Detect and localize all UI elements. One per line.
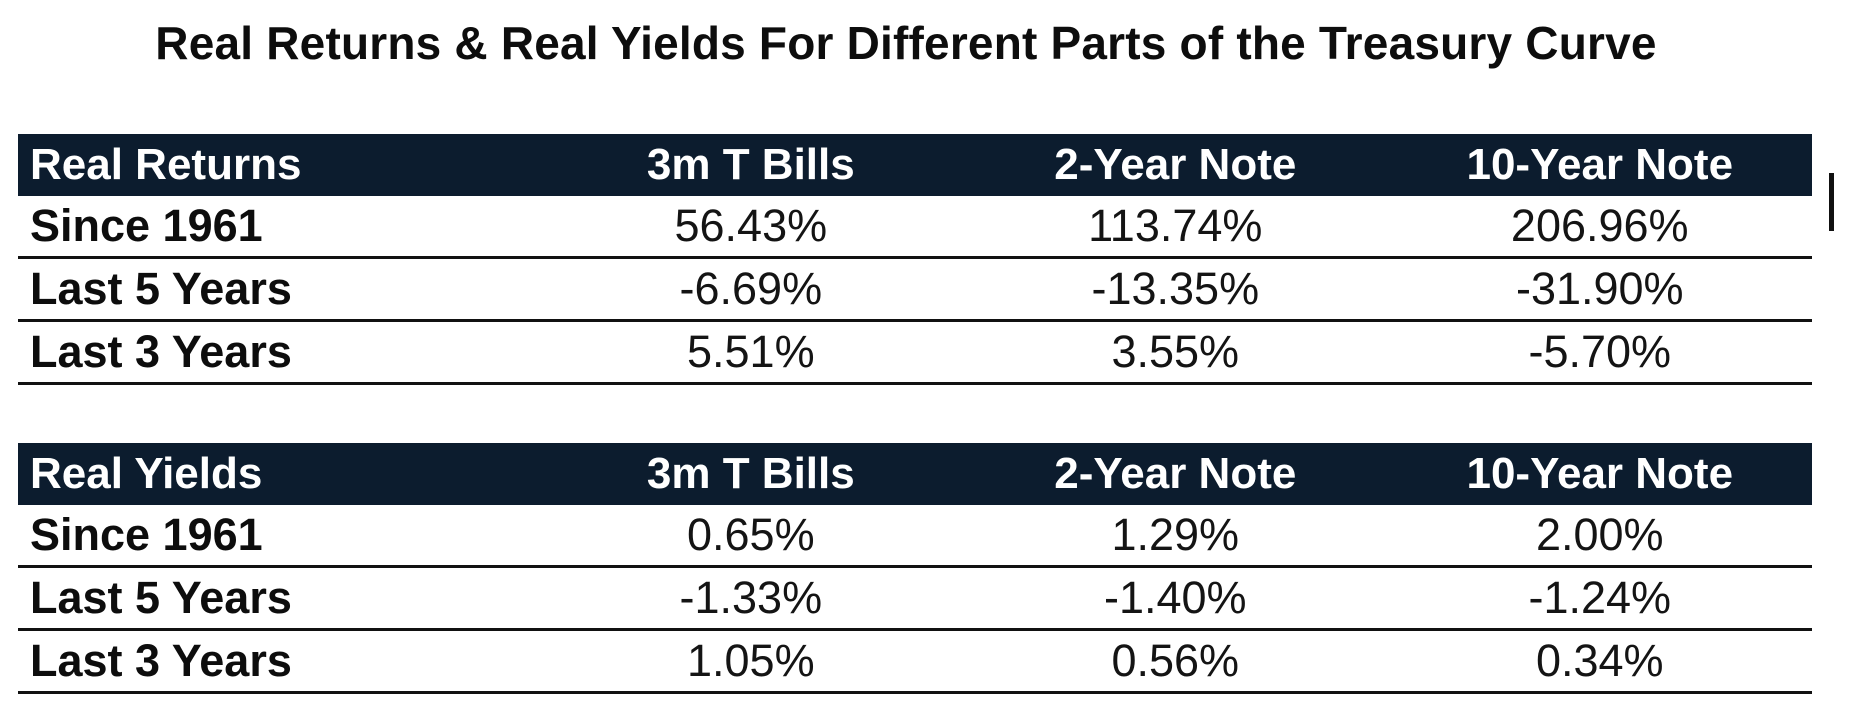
table-header-row: Real Yields 3m T Bills 2-Year Note 10-Ye… bbox=[18, 443, 1812, 505]
page-title: Real Returns & Real Yields For Different… bbox=[155, 17, 1657, 69]
table-cell: 1.05% bbox=[538, 629, 964, 694]
table-cell: 5.51% bbox=[538, 320, 964, 385]
table-cell: -1.40% bbox=[963, 566, 1388, 631]
table-cell: 0.34% bbox=[1387, 629, 1812, 694]
header-cell-label: Real Returns bbox=[18, 134, 539, 196]
table-cell: 1.29% bbox=[963, 505, 1388, 568]
row-label: Last 3 Years bbox=[18, 629, 539, 694]
header-cell-3m-t-bills: 3m T Bills bbox=[538, 134, 964, 196]
header-cell-10-year-note: 10-Year Note bbox=[1387, 443, 1812, 505]
edge-mark bbox=[1829, 173, 1834, 231]
header-cell-2-year-note: 2-Year Note bbox=[963, 134, 1388, 196]
table-cell: -1.24% bbox=[1387, 566, 1812, 631]
row-label: Since 1961 bbox=[18, 505, 539, 568]
header-cell-2-year-note: 2-Year Note bbox=[963, 443, 1388, 505]
header-cell-3m-t-bills: 3m T Bills bbox=[538, 443, 964, 505]
header-cell-label: Real Yields bbox=[18, 443, 539, 505]
table-cell: 3.55% bbox=[963, 320, 1388, 385]
header-cell-10-year-note: 10-Year Note bbox=[1387, 134, 1812, 196]
table-cell: 56.43% bbox=[538, 196, 964, 259]
real-returns-table: Real Returns 3m T Bills 2-Year Note 10-Y… bbox=[18, 134, 1812, 385]
table-cell: 113.74% bbox=[963, 196, 1388, 259]
table-cell: 2.00% bbox=[1387, 505, 1812, 568]
table-cell: -6.69% bbox=[538, 257, 964, 322]
table-cell: -13.35% bbox=[963, 257, 1388, 322]
real-yields-table: Real Yields 3m T Bills 2-Year Note 10-Ye… bbox=[18, 443, 1812, 694]
table-cell: -31.90% bbox=[1387, 257, 1812, 322]
table-cell: 0.65% bbox=[538, 505, 964, 568]
table-row: Last 5 Years -6.69% -13.35% -31.90% bbox=[18, 257, 1812, 322]
table-row: Last 5 Years -1.33% -1.40% -1.24% bbox=[18, 566, 1812, 631]
row-label: Since 1961 bbox=[18, 196, 539, 259]
table-row: Last 3 Years 1.05% 0.56% 0.34% bbox=[18, 629, 1812, 694]
table-cell: 0.56% bbox=[963, 629, 1388, 694]
table-header-row: Real Returns 3m T Bills 2-Year Note 10-Y… bbox=[18, 134, 1812, 196]
table-cell: 206.96% bbox=[1387, 196, 1812, 259]
row-label: Last 3 Years bbox=[18, 320, 539, 385]
table-cell: -1.33% bbox=[538, 566, 964, 631]
table-row: Since 1961 56.43% 113.74% 206.96% bbox=[18, 196, 1812, 259]
row-label: Last 5 Years bbox=[18, 566, 539, 631]
table-row: Since 1961 0.65% 1.29% 2.00% bbox=[18, 505, 1812, 568]
table-cell: -5.70% bbox=[1387, 320, 1812, 385]
row-label: Last 5 Years bbox=[18, 257, 539, 322]
table-row: Last 3 Years 5.51% 3.55% -5.70% bbox=[18, 320, 1812, 385]
